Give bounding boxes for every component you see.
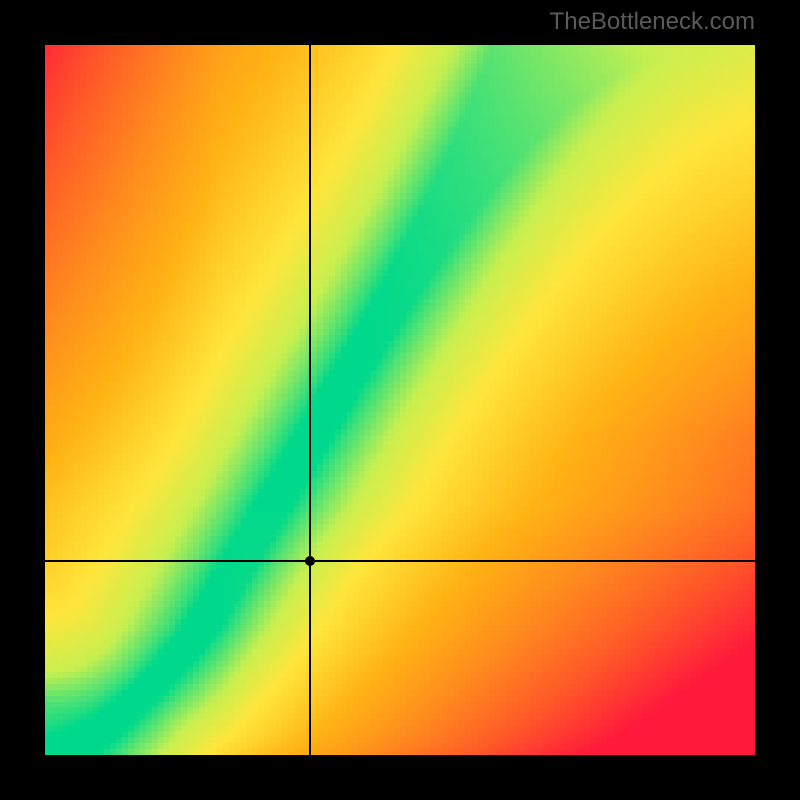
watermark-text: TheBottleneck.com: [550, 8, 755, 36]
crosshair-vertical: [309, 45, 311, 755]
crosshair-horizontal: [45, 560, 755, 562]
chart-container: TheBottleneck.com: [0, 0, 800, 800]
data-point-marker: [305, 556, 315, 566]
bottleneck-heatmap: [45, 45, 755, 755]
